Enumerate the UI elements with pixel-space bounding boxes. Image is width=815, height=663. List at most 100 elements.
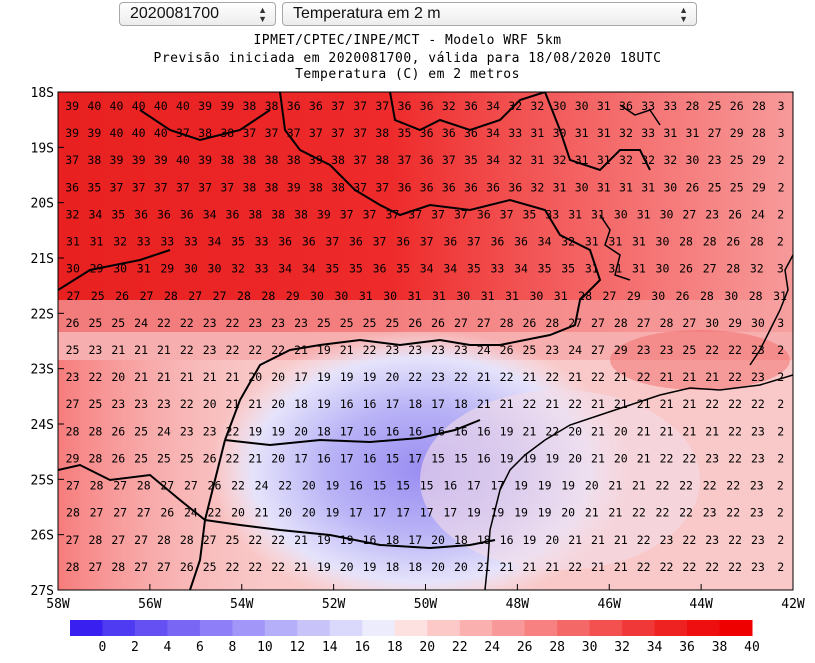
latitude-label: 19S	[31, 141, 54, 156]
temperature-value: 28	[66, 424, 80, 438]
temperature-value: 34	[208, 235, 222, 249]
temperature-value: 21	[226, 370, 240, 384]
latitude-label: 24S	[31, 418, 54, 433]
temperature-value: 21	[608, 506, 622, 520]
temperature-value: 24	[184, 506, 198, 520]
temperature-value: 34	[538, 235, 552, 249]
temperature-value: 21	[294, 343, 308, 357]
temperature-value: 31	[359, 289, 373, 303]
temperature-value: 22	[271, 533, 285, 547]
temperature-value: 36	[490, 235, 504, 249]
temperature-value: 22	[363, 343, 377, 357]
temperature-value: 22	[248, 533, 262, 547]
temperature-value: 25	[134, 424, 148, 438]
colorbar-label: 34	[647, 640, 663, 655]
colorbar-label: 8	[228, 640, 236, 655]
temperature-value: 18	[408, 397, 422, 411]
temperature-value: 28	[578, 289, 592, 303]
temperature-value: 22	[500, 370, 514, 384]
temperature-value: 22	[728, 560, 742, 574]
temperature-value: 19	[523, 451, 537, 465]
temperature-value: 22	[637, 370, 651, 384]
temperature-value: 23	[431, 370, 445, 384]
temperature-value: 30	[553, 99, 567, 113]
temperature-value: 21	[545, 560, 559, 574]
temperature-value: 21	[523, 424, 537, 438]
temperature-value: 21	[248, 397, 262, 411]
temperature-value: 21	[477, 397, 491, 411]
temperature-value: 23	[203, 343, 217, 357]
temperature-value: 20	[431, 560, 445, 574]
temperature-value: 18	[454, 533, 468, 547]
temperature-value: 23	[111, 397, 125, 411]
temperature-value: 22	[751, 397, 765, 411]
variable-select[interactable]: Temperatura em 2 m ▲ ▼	[282, 2, 697, 26]
temperature-value: 28	[750, 235, 764, 249]
longitude-label: 56W	[138, 597, 162, 612]
colorbar-label: 24	[484, 640, 500, 655]
temperature-value: 37	[454, 207, 468, 221]
temperature-value: 32	[750, 262, 764, 276]
temperature-value: 22	[88, 370, 102, 384]
temperature-value: 22	[226, 424, 240, 438]
temperature-value: 22	[728, 533, 742, 547]
colorbar-label: 12	[290, 640, 306, 655]
temperature-value: 30	[66, 262, 80, 276]
temperature-value: 21	[591, 451, 605, 465]
temperature-value: 16	[363, 424, 377, 438]
temperature-value: 40	[176, 99, 190, 113]
temperature-value: 30	[575, 99, 589, 113]
coastline	[484, 104, 793, 590]
temperature-value: 18	[385, 533, 399, 547]
temperature-value: 38	[265, 99, 279, 113]
temperature-value: 27	[157, 560, 171, 574]
temperature-value: 28	[752, 99, 766, 113]
temperature-value: 23	[66, 370, 80, 384]
temperature-value: 38	[242, 153, 256, 167]
colorbar-label: 6	[196, 640, 204, 655]
temperature-value: 23	[431, 343, 445, 357]
temperature-value: 21	[660, 397, 674, 411]
temperature-value: 27	[603, 289, 617, 303]
colorbar-label: 30	[582, 640, 598, 655]
colorbar-label: 36	[679, 640, 695, 655]
temperature-value: 30	[529, 289, 543, 303]
colorbar-swatch	[199, 620, 233, 636]
temperature-value: 23	[660, 343, 674, 357]
temperature-value: 22	[632, 506, 646, 520]
temperature-value: 19	[317, 533, 331, 547]
temperature-value: 25	[730, 180, 744, 194]
temperature-value: 36	[420, 153, 434, 167]
temperature-value: 37	[353, 153, 367, 167]
temperature-value: 32	[530, 99, 544, 113]
temperature-value: 36	[134, 207, 148, 221]
temperature-value: 20	[568, 451, 582, 465]
temperature-value: 27	[66, 533, 80, 547]
temperature-value: 31	[641, 180, 655, 194]
temperature-value: 38	[87, 153, 101, 167]
temperature-value: 29	[160, 262, 174, 276]
temperature-value: 36	[442, 126, 456, 140]
temperature-value: 28	[88, 424, 102, 438]
temperature-value: 36	[420, 180, 434, 194]
temperature-value: 19	[340, 533, 354, 547]
temperature-value: 18	[317, 424, 331, 438]
temperature-value: 36	[486, 180, 500, 194]
latitude-labels: 18S 19S 20S 21S 22S 23S 24S 25S 26S 27S	[31, 86, 54, 599]
run-date-select[interactable]: 2020081700 ▲ ▼	[119, 2, 276, 26]
colorbar-swatch	[459, 620, 493, 636]
temperature-value: 29	[752, 180, 766, 194]
temperature-value: 21	[614, 560, 628, 574]
temperature-value: 22	[226, 343, 240, 357]
longitude-label: 52W	[322, 597, 346, 612]
temperature-value: 3	[778, 126, 785, 140]
temperature-value: 23	[751, 424, 765, 438]
temperature-value: 40	[110, 99, 124, 113]
temperature-value: 37	[198, 180, 212, 194]
temperature-value: 23	[708, 153, 722, 167]
temperature-value: 27	[682, 207, 696, 221]
temperature-value: 21	[705, 424, 719, 438]
temperature-value: 30	[553, 126, 567, 140]
temperature-value: 19	[538, 479, 552, 493]
temperature-value: 27	[708, 126, 722, 140]
